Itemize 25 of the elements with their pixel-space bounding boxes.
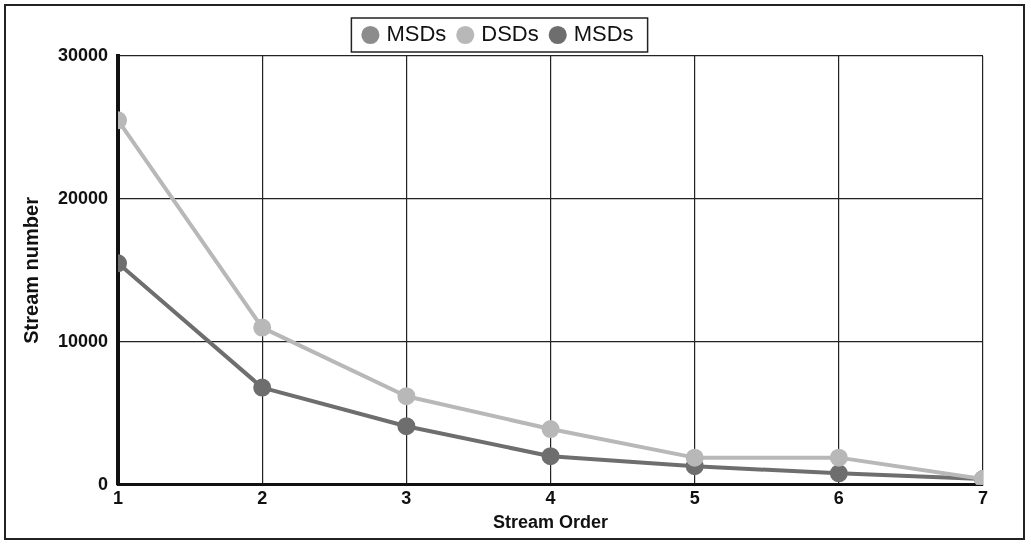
point (397, 417, 416, 436)
y-tick-label: 0 (98, 473, 109, 494)
y-axis-title: Stream number (19, 196, 42, 344)
x-tick-label: 3 (401, 487, 412, 508)
point (397, 387, 416, 406)
x-tick-label: 5 (689, 487, 700, 508)
point (253, 378, 272, 397)
x-tick-label: 4 (545, 487, 556, 508)
legend-label: MSDs (386, 21, 447, 47)
x-tick-label: 7 (977, 487, 989, 508)
x-axis-title: Stream Order (493, 512, 609, 533)
point (829, 448, 848, 467)
x-tick-label: 6 (833, 487, 844, 508)
point (541, 420, 560, 439)
y-tick-label: 30000 (57, 44, 109, 65)
point (685, 448, 704, 467)
point (253, 318, 272, 337)
y-tick-label: 10000 (57, 330, 109, 351)
x-tick-label: 1 (113, 487, 124, 508)
x-tick-label: 2 (257, 487, 268, 508)
y-tick-label: 20000 (57, 187, 109, 208)
legend-label: MSDs (573, 21, 634, 47)
point (541, 447, 560, 466)
point (829, 464, 848, 483)
legend-label: DSDs (481, 21, 539, 47)
